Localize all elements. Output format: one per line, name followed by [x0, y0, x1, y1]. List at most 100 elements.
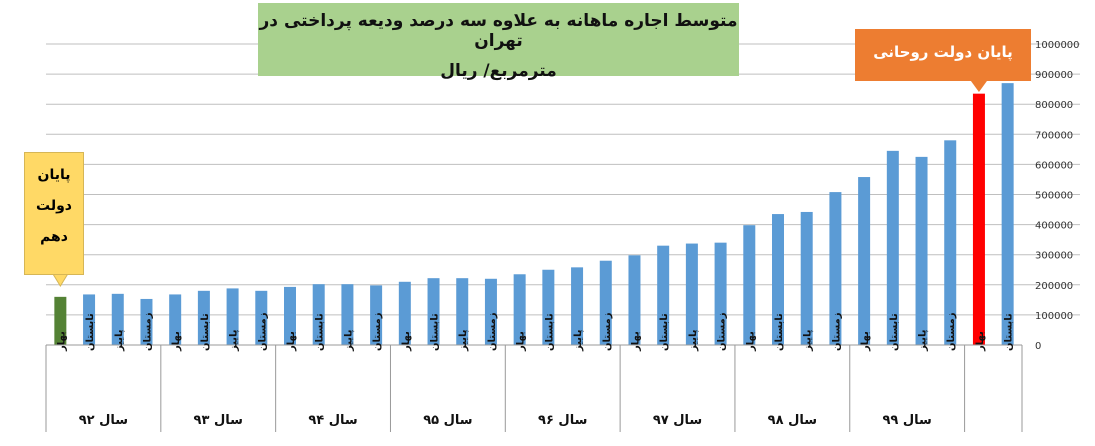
bar	[1001, 83, 1014, 345]
y-tick-label: 500000	[1035, 191, 1073, 202]
season-tick-label: تابستان	[200, 313, 211, 351]
season-tick-label: تابستان	[430, 313, 441, 351]
season-tick-label: بهار	[171, 331, 182, 352]
season-tick-label: پاییز	[229, 329, 240, 352]
season-tick-label: بهار	[745, 331, 756, 352]
season-tick-label: زمستان	[257, 312, 268, 351]
callout-left-line3: دهم	[40, 229, 68, 245]
bar	[111, 293, 124, 345]
bar	[772, 214, 784, 345]
bar	[54, 296, 67, 345]
season-tick-label: زمستان	[142, 312, 153, 351]
bar	[513, 274, 526, 345]
bar	[284, 286, 296, 345]
bar	[915, 156, 928, 345]
season-tick-label: زمستان	[831, 312, 842, 351]
bar	[685, 243, 698, 345]
season-tick-label: زمستان	[372, 312, 383, 351]
season-tick-label: بهار	[975, 331, 986, 352]
season-tick-label: تابستان	[889, 313, 900, 351]
season-tick-label: تابستان	[315, 313, 326, 351]
bar	[800, 211, 813, 345]
year-group-label: سال ۹۸	[768, 413, 817, 428]
season-tick-label: تابستان	[659, 313, 670, 351]
bar	[743, 225, 756, 345]
year-group-label: سال ۹۶	[538, 413, 587, 428]
bar	[599, 260, 612, 345]
bar	[312, 284, 325, 345]
y-tick-label: 1000000	[1035, 40, 1080, 51]
y-tick-label: 300000	[1035, 251, 1073, 262]
y-tick-label: 600000	[1035, 160, 1073, 171]
year-group-label: سال ۹۲	[79, 413, 128, 428]
bar	[628, 255, 641, 345]
bar	[886, 150, 899, 345]
bar	[714, 242, 727, 345]
chart-title: متوسط اجاره ماهانه به علاوه سه درصد ودیع…	[258, 3, 739, 81]
season-tick-label: پاییز	[803, 329, 814, 352]
season-tick-label: پاییز	[114, 329, 125, 352]
season-tick-label: زمستان	[487, 312, 498, 351]
bar	[858, 177, 871, 345]
bar	[657, 245, 670, 345]
bar	[829, 192, 842, 345]
bar	[398, 281, 411, 345]
callout-right-pointer	[970, 81, 987, 92]
y-tick-label: 200000	[1035, 281, 1073, 292]
season-tick-label: پاییز	[573, 329, 584, 352]
season-tick-label: تابستان	[85, 313, 96, 351]
callout-pointers	[51, 81, 987, 287]
season-tick-label: زمستان	[946, 312, 957, 351]
season-tick-label: بهار	[630, 331, 641, 352]
bar	[484, 278, 497, 345]
year-group-label: سال ۹۵	[423, 413, 472, 428]
bar	[169, 294, 182, 345]
season-tick-label: بهار	[860, 331, 871, 352]
season-tick-label: تابستان	[774, 313, 785, 351]
season-tick-label: زمستان	[602, 312, 613, 351]
bar	[944, 140, 957, 345]
y-tick-label: 100000	[1035, 311, 1073, 322]
bar	[197, 290, 210, 345]
season-tick-label: پاییز	[343, 329, 354, 352]
y-tick-label: 400000	[1035, 221, 1073, 232]
bar	[83, 294, 96, 345]
callout-end-rouhani: پایان دولت روحانی	[855, 29, 1031, 81]
bar	[370, 285, 383, 345]
bar	[341, 284, 354, 345]
season-tick-label: پاییز	[458, 329, 469, 352]
y-tick-label: 0	[1035, 341, 1041, 352]
callout-left-line2: دولت	[36, 198, 72, 214]
bars	[54, 83, 1014, 345]
season-tick-label: بهار	[286, 331, 297, 352]
season-tick-label: بهار	[401, 331, 412, 352]
season-tick-label: بهار	[56, 331, 67, 352]
y-tick-label: 700000	[1035, 130, 1073, 141]
season-tick-label: پاییز	[918, 329, 929, 352]
bar	[456, 278, 469, 345]
year-group-label: سال ۹۹	[882, 413, 931, 428]
season-tick-label: زمستان	[717, 312, 728, 351]
season-tick-label: تابستان	[544, 313, 555, 351]
bar	[226, 288, 239, 345]
callout-end-rouhani-text: پایان دولت روحانی	[873, 43, 1013, 61]
callout-end-tenth-government: پایان دولت دهم	[24, 152, 84, 275]
y-axis-ticks: 0 100000 200000 300000 400000 500000 600000 700…	[1035, 40, 1080, 352]
chart-title-line1: متوسط اجاره ماهانه به علاوه سه درصد ودیع…	[259, 11, 738, 51]
bar	[972, 93, 985, 345]
season-tick-label: بهار	[516, 331, 527, 352]
year-group-label: سال ۹۳	[194, 413, 243, 428]
year-group-label: سال ۹۴	[308, 413, 357, 428]
callout-left-line1: پایان	[37, 167, 71, 183]
bar	[427, 278, 440, 345]
bar	[542, 269, 555, 345]
chart-title-line2: مترمربع/ ریال	[440, 61, 557, 81]
category-axis: بهار تابستان پاییز زمستان بهار تابستان پاییز زم…	[45, 312, 1023, 432]
bar	[255, 290, 268, 345]
y-tick-label: 800000	[1035, 100, 1073, 111]
y-tick-label: 900000	[1035, 70, 1073, 81]
season-tick-label: پاییز	[688, 329, 699, 352]
bar	[140, 298, 153, 345]
season-tick-label: تابستان	[1004, 313, 1015, 351]
